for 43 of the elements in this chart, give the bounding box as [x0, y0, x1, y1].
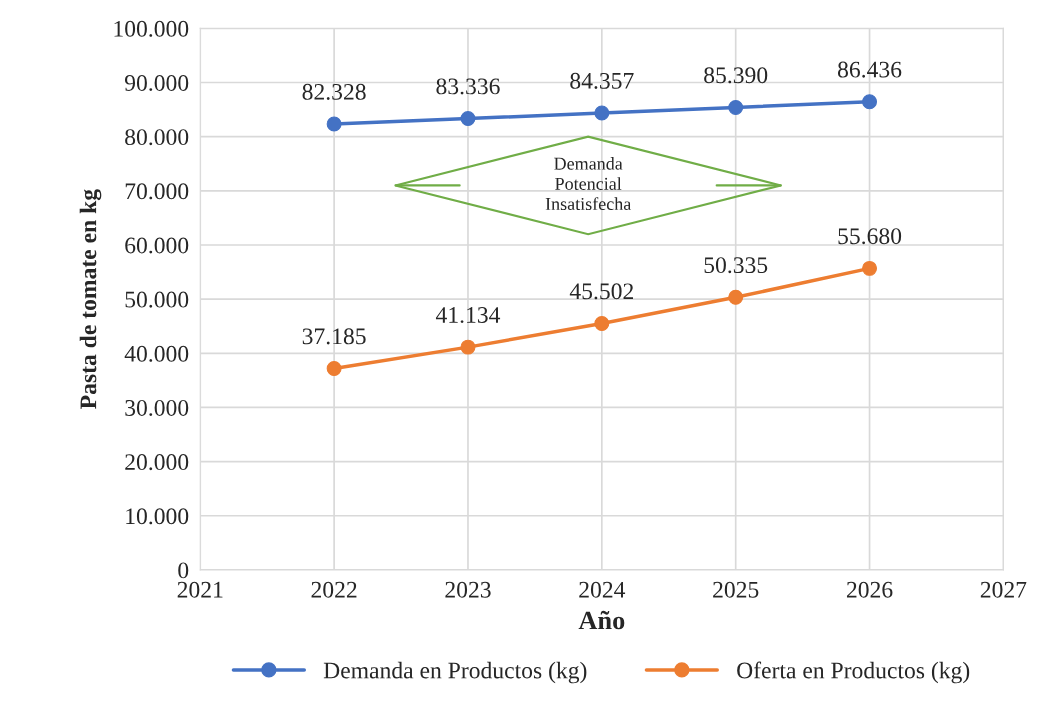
- point: [594, 105, 610, 121]
- y-tick-label: 90.000: [124, 74, 189, 92]
- x-tick-label: 2024: [579, 581, 626, 598]
- y-tick-label: 80.000: [125, 129, 189, 146]
- y-tick-label: 100.000: [114, 20, 189, 37]
- data-label: 85.390: [704, 67, 768, 84]
- data-label: 82.328: [302, 83, 366, 100]
- point: [728, 289, 744, 305]
- x-tick-label: 2022: [311, 581, 357, 598]
- point: [460, 339, 476, 355]
- x-tick-label: 2021: [177, 581, 223, 598]
- point: [594, 316, 610, 331]
- y-tick-label: 30.000: [125, 399, 189, 416]
- x-tick-label: 2023: [445, 581, 491, 598]
- legend-label: Demanda en Productos (kg): [323, 661, 587, 684]
- y-tick-label: 40.000: [124, 345, 189, 362]
- data-label: 83.336: [436, 78, 500, 95]
- data-label: 84.357: [570, 72, 634, 89]
- y-tick-label: 0: [178, 562, 189, 579]
- data-label: 50.335: [704, 257, 768, 274]
- data-label: 55.680: [838, 228, 902, 245]
- y-axis-title: Pasta de tomate en kg: [79, 189, 102, 409]
- data-label: 45.502: [569, 283, 633, 300]
- y-tick-label: 20.000: [125, 454, 189, 471]
- x-tick-label: 2026: [846, 581, 893, 598]
- point: [862, 94, 878, 110]
- data-label: 86.436: [837, 61, 902, 78]
- data-label: 37.185: [302, 328, 366, 345]
- x-tick-label: 2025: [713, 581, 759, 598]
- y-tick-label: 70.000: [125, 183, 189, 200]
- annotation: Demanda Potencial Insatisfecha: [545, 157, 632, 211]
- x-axis-title: Año: [578, 610, 625, 630]
- y-tick-label: 10.000: [126, 508, 189, 525]
- point: [326, 116, 342, 132]
- x-tick-label: 2027: [980, 581, 1027, 598]
- point: [460, 111, 476, 127]
- point: [862, 260, 878, 276]
- point: [326, 361, 342, 376]
- point: [728, 99, 744, 115]
- data-label: 41.134: [435, 307, 501, 324]
- y-tick-label: 60.000: [125, 237, 189, 254]
- y-tick-label: 50.000: [125, 291, 189, 308]
- legend-label: Oferta en Productos (kg): [737, 661, 970, 684]
